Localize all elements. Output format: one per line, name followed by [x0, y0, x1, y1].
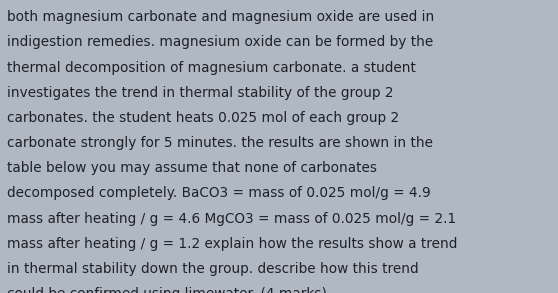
Text: in thermal stability down the group. describe how this trend: in thermal stability down the group. des…: [7, 262, 419, 276]
Text: thermal decomposition of magnesium carbonate. a student: thermal decomposition of magnesium carbo…: [7, 61, 416, 75]
Text: table below you may assume that none of carbonates: table below you may assume that none of …: [7, 161, 377, 175]
Text: indigestion remedies. magnesium oxide can be formed by the: indigestion remedies. magnesium oxide ca…: [7, 35, 434, 50]
Text: carbonates. the student heats 0.025 mol of each group 2: carbonates. the student heats 0.025 mol …: [7, 111, 400, 125]
Text: could be confirmed using limewater. (4 marks): could be confirmed using limewater. (4 m…: [7, 287, 327, 293]
Text: mass after heating / g = 4.6 MgCO3 = mass of 0.025 mol/g = 2.1: mass after heating / g = 4.6 MgCO3 = mas…: [7, 212, 456, 226]
Text: mass after heating / g = 1.2 explain how the results show a trend: mass after heating / g = 1.2 explain how…: [7, 237, 458, 251]
Text: carbonate strongly for 5 minutes. the results are shown in the: carbonate strongly for 5 minutes. the re…: [7, 136, 433, 150]
Text: both magnesium carbonate and magnesium oxide are used in: both magnesium carbonate and magnesium o…: [7, 10, 435, 24]
Text: decomposed completely. BaCO3 = mass of 0.025 mol/g = 4.9: decomposed completely. BaCO3 = mass of 0…: [7, 186, 431, 200]
Text: investigates the trend in thermal stability of the group 2: investigates the trend in thermal stabil…: [7, 86, 394, 100]
